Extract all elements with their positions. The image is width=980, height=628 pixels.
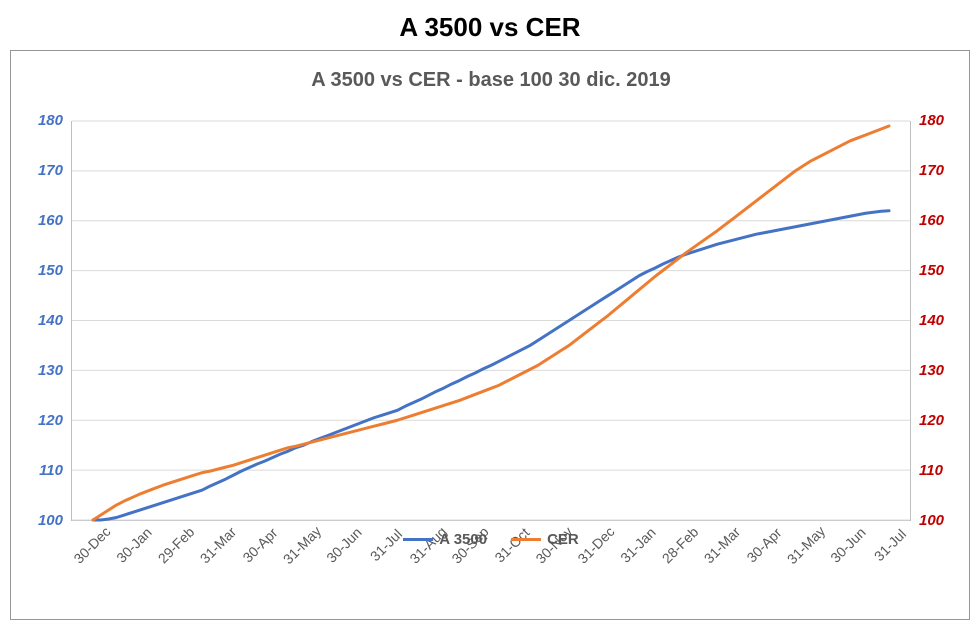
y-left-tick-label: 120 xyxy=(38,412,63,429)
y-left-tick-label: 150 xyxy=(38,262,63,279)
chart-area: A 3500 vs CER - base 100 30 dic. 2019 10… xyxy=(10,50,970,620)
chart-title: A 3500 vs CER xyxy=(0,12,980,43)
plot-svg xyxy=(72,121,910,520)
y-right-tick-label: 130 xyxy=(919,362,944,379)
y-right-tick-label: 100 xyxy=(919,512,944,529)
figure: A 3500 vs CER A 3500 vs CER - base 100 3… xyxy=(0,0,980,628)
legend-label: A 3500 xyxy=(439,531,487,548)
y-left-tick-label: 140 xyxy=(38,312,63,329)
legend-label: CER xyxy=(547,531,579,548)
legend: A 3500 CER xyxy=(71,531,911,548)
y-right-tick-label: 150 xyxy=(919,262,944,279)
y-left-tick-label: 180 xyxy=(38,112,63,129)
y-left-tick-label: 110 xyxy=(39,462,63,479)
y-right-tick-label: 180 xyxy=(919,112,944,129)
legend-item: A 3500 xyxy=(403,531,487,548)
y-right-tick-label: 120 xyxy=(919,412,944,429)
y-left-tick-label: 100 xyxy=(38,512,63,529)
plot-box xyxy=(71,121,911,521)
y-left-tick-label: 170 xyxy=(38,162,63,179)
y-right-tick-label: 170 xyxy=(919,162,944,179)
chart-subtitle: A 3500 vs CER - base 100 30 dic. 2019 xyxy=(11,69,971,92)
y-left-tick-label: 130 xyxy=(38,362,63,379)
y-left-tick-label: 160 xyxy=(38,212,63,229)
legend-item: CER xyxy=(511,531,579,548)
y-right-tick-label: 110 xyxy=(919,462,943,479)
y-right-tick-label: 160 xyxy=(919,212,944,229)
y-right-tick-label: 140 xyxy=(919,312,944,329)
legend-swatch xyxy=(511,538,541,541)
legend-swatch xyxy=(403,538,433,541)
